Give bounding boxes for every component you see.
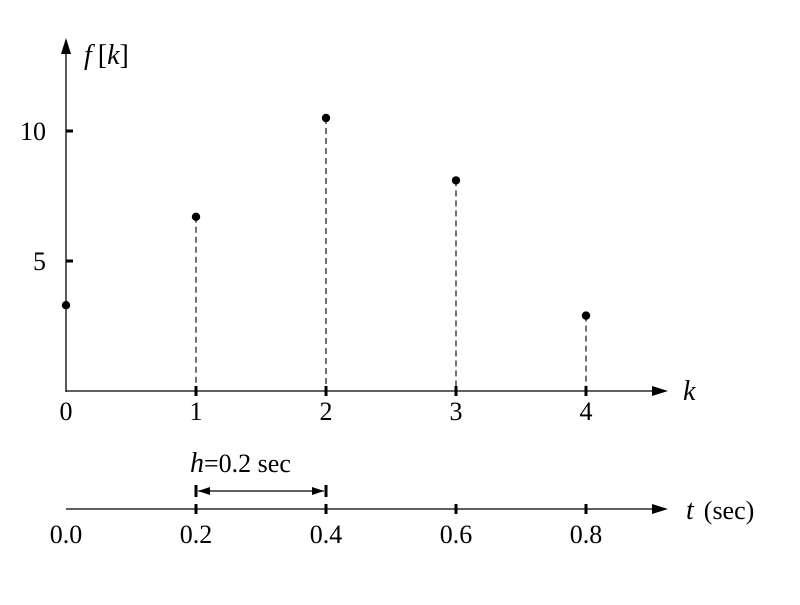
time-axis-title: t (sec)	[686, 495, 754, 526]
y-axis-title: f [k]	[84, 40, 129, 71]
y-axis-arrowhead	[61, 38, 71, 54]
x-tick-label: 1	[190, 397, 203, 426]
time-tick-label: 0.0	[50, 520, 83, 549]
time-tick-label: 0.8	[570, 520, 603, 549]
x-tick-label: 0	[60, 397, 73, 426]
time-tick-label: 0.6	[440, 520, 473, 549]
marks-layer: 5 10 0 1 2 3 4 0.0 0.2 0.4 0.6 0.8	[20, 113, 603, 549]
x-tick-label: 4	[580, 397, 593, 426]
data-point	[321, 113, 331, 123]
axes-layer: f [k] k t (sec) h=0.2 sec	[61, 38, 754, 526]
y-tick-label: 10	[20, 117, 46, 146]
x-axis-arrowhead	[652, 386, 668, 396]
time-axis-label: t	[686, 495, 695, 526]
data-point	[581, 311, 591, 320]
step-size-annotation: h=0.2 sec	[190, 448, 291, 479]
step-size-text: =0.2 sec	[204, 449, 291, 478]
data-point	[451, 176, 461, 185]
y-axis-title-main: f	[84, 40, 95, 71]
data-point	[61, 301, 71, 310]
x-tick-label: 3	[450, 397, 463, 426]
time-axis-arrowhead	[652, 504, 668, 514]
time-tick-label: 0.4	[310, 520, 343, 549]
step-size-symbol: h	[190, 448, 204, 479]
y-axis-title-arg: k	[107, 40, 120, 71]
interval-right-arrowhead	[312, 487, 324, 495]
data-point	[191, 212, 201, 221]
time-axis-unit: (sec)	[704, 496, 755, 525]
y-axis-title-close-bracket: ]	[120, 40, 129, 71]
x-tick-label: 2	[320, 397, 333, 426]
interval-left-arrowhead	[198, 487, 210, 495]
y-axis-title-open-bracket: [	[98, 40, 107, 71]
time-tick-label: 0.2	[180, 520, 213, 549]
y-tick-label: 5	[33, 247, 46, 276]
x-axis-title: k	[683, 376, 696, 407]
